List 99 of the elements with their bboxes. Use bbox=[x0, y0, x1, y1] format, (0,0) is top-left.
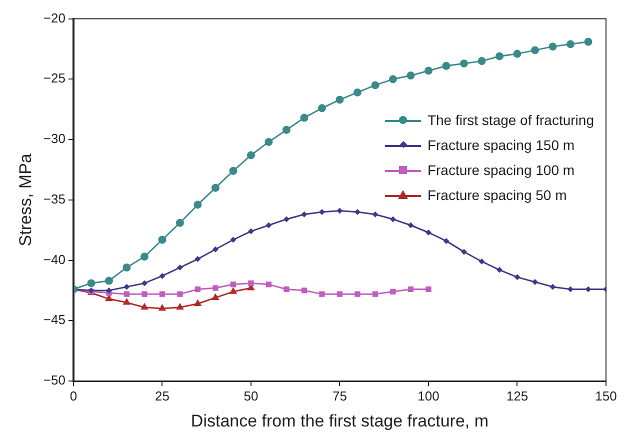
point bbox=[513, 50, 522, 58]
point bbox=[266, 282, 272, 288]
y-tick-label: −20 bbox=[43, 10, 66, 26]
point bbox=[283, 216, 290, 222]
point bbox=[584, 38, 592, 46]
point bbox=[406, 72, 415, 80]
point bbox=[353, 88, 362, 96]
point bbox=[142, 291, 148, 297]
point bbox=[229, 166, 238, 175]
point bbox=[158, 236, 166, 244]
y-axis-title: Stress, MPa bbox=[16, 153, 35, 246]
point bbox=[372, 291, 378, 297]
point bbox=[141, 280, 148, 286]
legend-label: Fracture spacing 100 m bbox=[427, 161, 575, 180]
point bbox=[140, 302, 148, 310]
point bbox=[176, 302, 184, 310]
point bbox=[264, 138, 273, 146]
point bbox=[122, 298, 131, 305]
x-tick-label: 0 bbox=[70, 388, 78, 404]
point bbox=[336, 96, 344, 104]
point bbox=[266, 222, 272, 228]
point bbox=[548, 42, 557, 51]
point bbox=[248, 228, 254, 234]
y-tick-label: −45 bbox=[43, 312, 66, 328]
legend-label: Fracture spacing 50 m bbox=[427, 186, 567, 205]
point bbox=[442, 62, 450, 70]
point bbox=[371, 81, 380, 90]
x-tick-label: 150 bbox=[595, 388, 617, 404]
point bbox=[478, 258, 485, 264]
point bbox=[176, 264, 183, 271]
point bbox=[408, 286, 414, 292]
point bbox=[87, 279, 96, 288]
point bbox=[229, 287, 238, 294]
point bbox=[301, 211, 308, 218]
x-tick-label: 25 bbox=[154, 388, 170, 404]
point bbox=[194, 200, 202, 209]
y-tick-label: −35 bbox=[43, 191, 66, 206]
point bbox=[300, 114, 308, 122]
point bbox=[104, 276, 113, 285]
point bbox=[194, 299, 202, 306]
point bbox=[514, 274, 520, 280]
point bbox=[212, 293, 220, 300]
point bbox=[425, 230, 432, 236]
point bbox=[460, 59, 468, 68]
point bbox=[177, 291, 183, 297]
point bbox=[122, 264, 131, 272]
x-tick-label: 50 bbox=[244, 388, 258, 404]
legend-label: Fracture spacing 150 m bbox=[427, 136, 575, 155]
point bbox=[530, 46, 539, 54]
point bbox=[566, 40, 574, 48]
x-axis-title: Distance from the first stage fracture, m bbox=[190, 411, 489, 430]
legend-label: The first stage of fracturing bbox=[427, 111, 594, 130]
point bbox=[424, 66, 432, 75]
point bbox=[284, 286, 290, 292]
point bbox=[230, 236, 236, 243]
point bbox=[495, 52, 504, 60]
point bbox=[282, 126, 290, 134]
point bbox=[124, 284, 130, 290]
y-tick-label: −30 bbox=[43, 131, 66, 146]
point bbox=[212, 246, 218, 252]
point bbox=[158, 304, 166, 311]
x-tick-label: 75 bbox=[332, 388, 347, 404]
point bbox=[319, 291, 325, 297]
point bbox=[212, 285, 218, 291]
point bbox=[246, 151, 255, 160]
point bbox=[336, 208, 343, 214]
point bbox=[159, 291, 166, 297]
point bbox=[124, 291, 130, 297]
point bbox=[390, 288, 396, 294]
y-tick-label: −50 bbox=[43, 372, 66, 388]
point bbox=[301, 288, 308, 294]
point bbox=[194, 256, 201, 262]
y-tick-label: −40 bbox=[43, 252, 66, 267]
point bbox=[532, 279, 538, 285]
point bbox=[248, 280, 254, 286]
point bbox=[354, 291, 360, 297]
point bbox=[478, 57, 486, 66]
point bbox=[211, 184, 220, 192]
point bbox=[443, 238, 450, 244]
x-tick-label: 100 bbox=[418, 388, 440, 404]
point bbox=[388, 75, 397, 84]
point bbox=[159, 272, 166, 279]
point bbox=[176, 218, 184, 227]
point bbox=[318, 208, 325, 215]
x-tick-label: 125 bbox=[506, 388, 528, 404]
point bbox=[460, 248, 467, 255]
point bbox=[318, 104, 326, 112]
point bbox=[372, 211, 378, 218]
point bbox=[550, 284, 556, 290]
y-tick-label: −25 bbox=[43, 70, 66, 86]
point bbox=[230, 282, 236, 288]
point bbox=[336, 291, 343, 297]
point bbox=[426, 286, 432, 292]
point bbox=[390, 216, 396, 222]
point bbox=[140, 252, 148, 261]
point bbox=[496, 266, 502, 273]
point bbox=[567, 286, 574, 292]
point bbox=[408, 222, 414, 228]
point bbox=[194, 286, 201, 292]
